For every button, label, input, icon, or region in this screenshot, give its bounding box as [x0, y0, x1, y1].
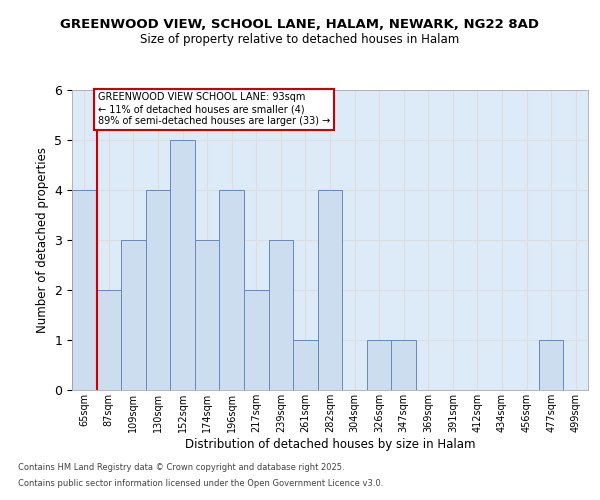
- Bar: [244, 290, 269, 390]
- X-axis label: Distribution of detached houses by size in Halam: Distribution of detached houses by size …: [185, 438, 475, 450]
- Bar: [367, 340, 391, 390]
- Y-axis label: Number of detached properties: Number of detached properties: [36, 147, 49, 333]
- Bar: [146, 190, 170, 390]
- Text: Contains HM Land Registry data © Crown copyright and database right 2025.: Contains HM Land Registry data © Crown c…: [18, 464, 344, 472]
- Bar: [72, 190, 97, 390]
- Bar: [121, 240, 146, 390]
- Text: GREENWOOD VIEW SCHOOL LANE: 93sqm
← 11% of detached houses are smaller (4)
89% o: GREENWOOD VIEW SCHOOL LANE: 93sqm ← 11% …: [98, 92, 330, 126]
- Bar: [195, 240, 220, 390]
- Bar: [269, 240, 293, 390]
- Bar: [170, 140, 195, 390]
- Text: Contains public sector information licensed under the Open Government Licence v3: Contains public sector information licen…: [18, 478, 383, 488]
- Bar: [97, 290, 121, 390]
- Text: Size of property relative to detached houses in Halam: Size of property relative to detached ho…: [140, 32, 460, 46]
- Bar: [318, 190, 342, 390]
- Bar: [539, 340, 563, 390]
- Bar: [391, 340, 416, 390]
- Bar: [293, 340, 318, 390]
- Bar: [220, 190, 244, 390]
- Text: GREENWOOD VIEW, SCHOOL LANE, HALAM, NEWARK, NG22 8AD: GREENWOOD VIEW, SCHOOL LANE, HALAM, NEWA…: [61, 18, 539, 30]
